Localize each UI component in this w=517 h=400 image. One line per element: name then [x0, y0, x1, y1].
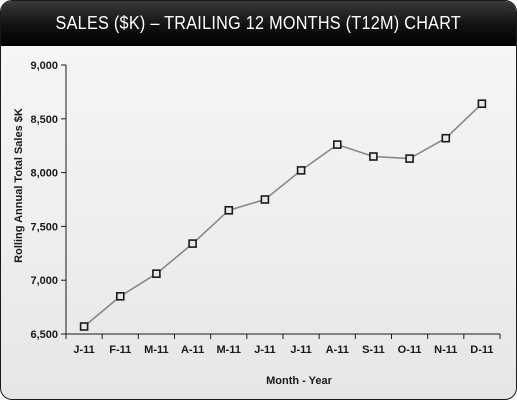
data-point-marker	[260, 195, 270, 204]
x-tick-label: O-11	[398, 344, 422, 356]
data-point-marker	[152, 269, 161, 279]
data-point-marker	[116, 291, 125, 301]
axes	[61, 64, 501, 339]
data-point-marker	[224, 206, 234, 215]
x-tick-label: M-11	[217, 344, 241, 356]
x-tick-label: J-11	[254, 344, 275, 356]
y-tick-label: 7,500	[30, 221, 58, 233]
data-point-marker	[332, 140, 342, 149]
labels-layer: Month - Year Rolling Annual Total Sales …	[13, 60, 494, 387]
y-tick-label: 7,000	[30, 275, 58, 287]
y-tick-label: 8,000	[30, 168, 58, 180]
x-tick-label: S-11	[362, 344, 385, 356]
data-point-marker	[441, 133, 451, 143]
x-tick-label: M-11	[144, 344, 168, 356]
y-tick-label: 6,500	[30, 329, 58, 341]
x-axis-title: Month - Year	[266, 375, 333, 387]
x-tick-label: N-11	[434, 344, 457, 356]
y-axis-title: Rolling Annual Total Sales $K	[13, 108, 25, 263]
x-tick-label: D-11	[470, 344, 493, 356]
data-point-marker	[405, 154, 414, 163]
y-tick-label: 9,000	[30, 60, 58, 72]
x-tick-label: A-11	[181, 344, 204, 356]
chart-title: SALES ($K) – TRAILING 12 MONTHS (T12M) C…	[55, 13, 462, 33]
title-bar: SALES ($K) – TRAILING 12 MONTHS (T12M) C…	[1, 1, 516, 46]
data-point-marker	[369, 152, 378, 161]
data-point-marker	[477, 99, 487, 108]
y-tick-label: 8,500	[30, 114, 58, 126]
data-point-marker	[79, 322, 89, 331]
data-point-marker	[188, 239, 197, 248]
x-tick-label: F-11	[109, 344, 131, 356]
x-tick-label: A-11	[326, 344, 349, 356]
series-line	[83, 103, 483, 328]
data-point-marker	[296, 166, 306, 175]
x-tick-label: J-11	[73, 344, 94, 356]
x-tick-label: J-11	[290, 344, 311, 356]
series-layer	[79, 99, 487, 331]
